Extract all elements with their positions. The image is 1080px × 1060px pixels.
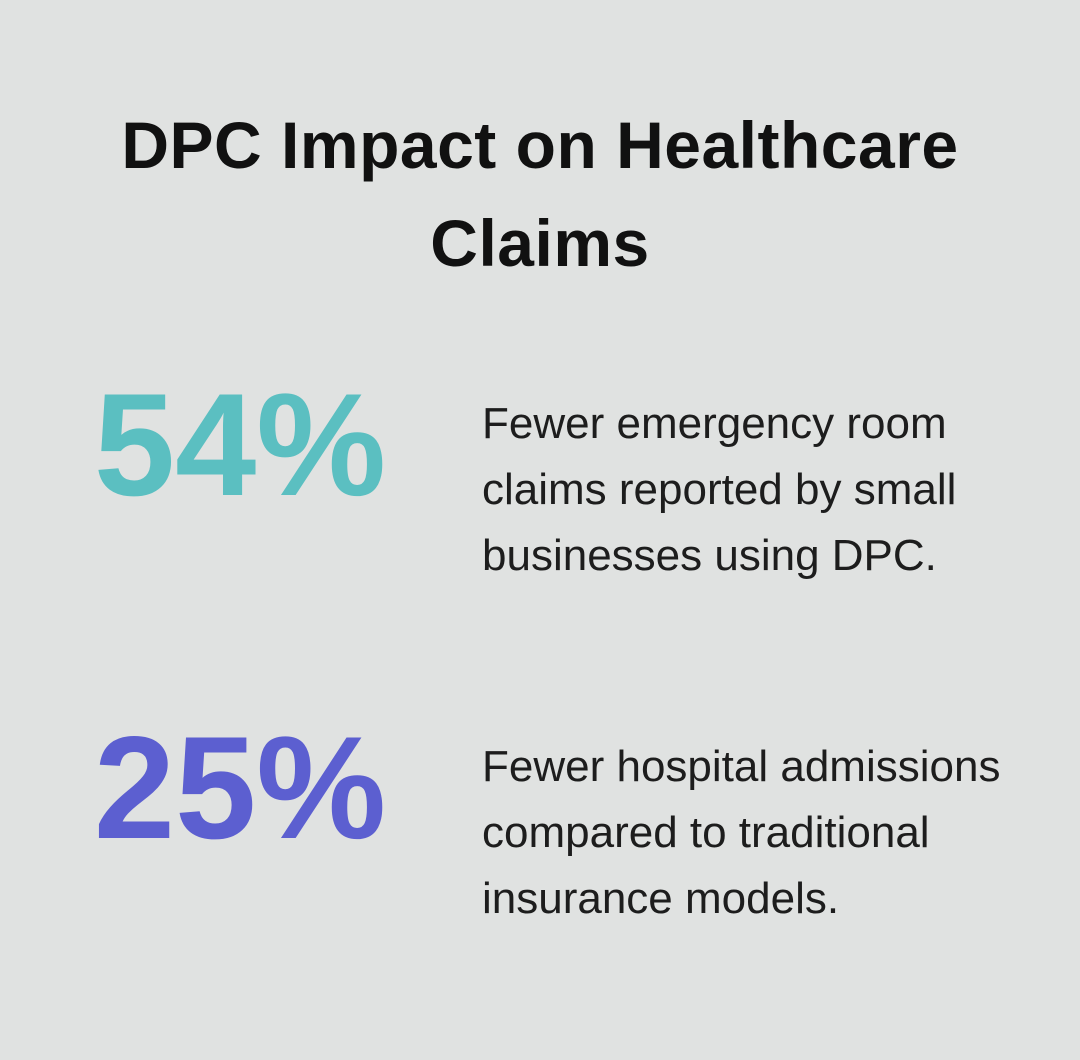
stat-row: 25% Fewer hospital admissions compared to… bbox=[0, 688, 1080, 968]
stat-value: 54% bbox=[93, 363, 387, 526]
stat-description: Fewer hospital admissions compared to tr… bbox=[482, 742, 1001, 923]
title: DPC Impact on Healthcare Claims bbox=[121, 108, 959, 280]
stat-row: 54% Fewer emergency room claims reported … bbox=[0, 345, 1080, 625]
stat-description: Fewer emergency room claims reported by … bbox=[482, 399, 957, 580]
stat-value: 25% bbox=[93, 706, 387, 869]
